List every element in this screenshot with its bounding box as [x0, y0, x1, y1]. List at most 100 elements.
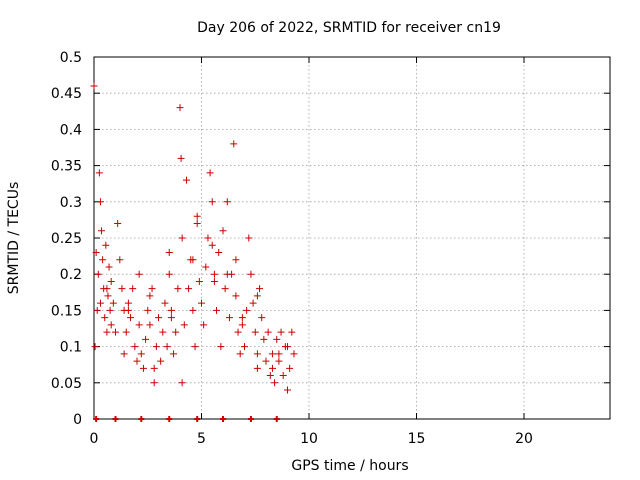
data-point	[232, 292, 240, 300]
data-point	[92, 248, 100, 256]
data-point	[150, 379, 158, 387]
data-point	[232, 256, 240, 264]
data-point	[206, 169, 214, 177]
data-point	[135, 321, 143, 329]
data-point	[243, 306, 251, 314]
data-point	[109, 299, 117, 307]
data-point	[98, 227, 106, 235]
data-point	[208, 241, 216, 249]
data-point	[290, 350, 298, 358]
data-point	[193, 220, 201, 228]
y-tick-label: 0.35	[51, 159, 82, 175]
data-point	[124, 299, 132, 307]
data-point	[157, 357, 165, 365]
data-point	[221, 285, 229, 293]
chart-title: Day 206 of 2022, SRMTID for receiver cn1…	[197, 20, 501, 36]
data-point-zero	[93, 416, 100, 422]
data-point	[167, 314, 175, 322]
data-point	[161, 299, 169, 307]
y-tick-label: 0.25	[51, 231, 82, 247]
data-point	[219, 227, 227, 235]
data-point	[170, 350, 178, 358]
data-point	[288, 328, 296, 336]
data-point	[277, 328, 285, 336]
data-point	[273, 335, 281, 343]
data-point	[238, 314, 246, 322]
data-point	[135, 270, 143, 278]
data-point	[236, 350, 244, 358]
data-point	[193, 212, 201, 220]
data-point	[103, 328, 111, 336]
data-point	[189, 306, 197, 314]
data-point	[93, 306, 101, 314]
data-point	[159, 328, 167, 336]
data-point	[268, 350, 276, 358]
data-point	[174, 285, 182, 293]
data-point	[279, 372, 287, 380]
data-point-zero	[138, 416, 145, 422]
data-point	[189, 256, 197, 264]
data-point	[172, 328, 180, 336]
x-axis-label: GPS time / hours	[291, 458, 408, 474]
data-point	[90, 82, 98, 90]
data-point	[163, 343, 171, 351]
data-point	[185, 285, 193, 293]
data-point	[96, 299, 104, 307]
data-point	[180, 321, 188, 329]
x-tick-label: 10	[300, 431, 318, 447]
data-point	[122, 328, 130, 336]
y-tick-label: 0.5	[60, 50, 82, 66]
data-point	[268, 364, 276, 372]
y-tick-label: 0.2	[60, 267, 82, 283]
data-point	[223, 198, 231, 206]
data-point	[94, 270, 102, 278]
y-tick-label: 0.45	[51, 86, 82, 102]
data-point-zero	[220, 416, 226, 422]
data-point	[142, 335, 150, 343]
data-point	[245, 234, 253, 242]
data-point	[215, 248, 223, 256]
data-point	[217, 343, 225, 351]
data-point	[95, 169, 103, 177]
data-point	[253, 364, 261, 372]
data-point	[213, 306, 221, 314]
data-point	[195, 277, 203, 285]
data-point	[241, 343, 248, 351]
grid-lines	[94, 57, 610, 419]
data-point	[106, 306, 114, 314]
y-tick-label: 0.15	[51, 303, 82, 319]
data-point	[260, 335, 268, 343]
data-point	[114, 220, 122, 228]
x-tick-label: 15	[408, 431, 426, 447]
data-point	[204, 234, 212, 242]
data-point	[118, 285, 126, 293]
data-point	[116, 256, 124, 264]
data-point-zero	[247, 416, 254, 422]
x-axis-ticks: 0 5 10 15 20	[90, 57, 533, 447]
data-point	[155, 314, 162, 322]
data-point	[144, 306, 152, 314]
data-point	[120, 350, 128, 358]
y-axis-ticks: 0 0.05 0.1 0.15 0.2 0.25 0.3 0.35 0.4 0.45 0.5	[51, 50, 610, 428]
data-point	[102, 241, 110, 249]
data-point	[208, 198, 216, 206]
x-tick-label: 5	[197, 431, 206, 447]
data-point	[275, 357, 283, 365]
data-point	[271, 379, 279, 387]
data-point	[210, 277, 218, 285]
data-point	[152, 343, 160, 351]
data-point	[129, 285, 137, 293]
data-point	[165, 248, 173, 256]
data-point	[91, 343, 99, 351]
y-axis-label: SRMTID / TECUs	[6, 182, 22, 295]
data-point	[182, 176, 190, 184]
data-point	[176, 104, 184, 112]
x-tick-label: 0	[90, 431, 99, 447]
data-point	[253, 350, 261, 358]
data-point	[178, 379, 186, 387]
y-tick-label: 0.05	[51, 376, 82, 392]
data-point	[131, 343, 139, 351]
y-tick-label: 0.4	[60, 122, 82, 138]
data-point	[165, 270, 173, 278]
